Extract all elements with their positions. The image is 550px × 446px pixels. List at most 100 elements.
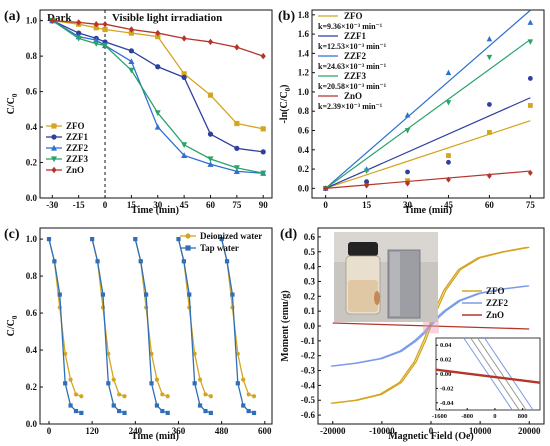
inset-x-tick-label: 800 (518, 413, 528, 420)
y-tick-label: -0.4 (301, 380, 316, 390)
data-point-zfo (260, 126, 266, 132)
data-point-zzf2 (181, 152, 188, 159)
data-point-zzf1 (155, 64, 161, 70)
y-tick-label: 0.5 (304, 247, 316, 257)
panel-c-xlabel: Time (min) (131, 431, 179, 442)
legend-label: ZZF3 (66, 154, 89, 164)
x-tick-label: 0 (429, 426, 434, 436)
y-tick-label: 0.4 (26, 122, 38, 132)
y-tick-label: 1.0 (26, 234, 38, 244)
series-line-zfo (52, 19, 264, 130)
data-point-zzf1 (527, 76, 533, 81)
data-point (181, 259, 186, 264)
data-point-zzf3 (363, 168, 370, 175)
legend-label: ZFO (344, 11, 363, 21)
y-tick-label: 1.0 (26, 16, 38, 26)
legend-label: Deionized water (200, 231, 262, 241)
x-tick-label: 600 (258, 426, 272, 436)
data-point-zfo (446, 153, 451, 158)
legend-label: ZFO (66, 121, 85, 131)
y-tick-label: 1.0 (298, 87, 310, 97)
data-point (133, 236, 138, 242)
data-point-zno (260, 52, 266, 60)
y-tick-label: 0.4 (304, 262, 316, 272)
y-tick-label: 0.2 (298, 164, 310, 174)
data-point-zzf1 (364, 179, 369, 185)
data-point (106, 381, 111, 386)
x-tick-label: 75 (526, 200, 536, 210)
x-tick-label: 60 (485, 200, 495, 210)
data-point (95, 259, 100, 264)
data-point (176, 236, 181, 242)
data-point-zfo (234, 120, 240, 127)
panel-d-ticks: -20000 -10000 0 10000 20000-0.6-0.5-0.4-0.3-… (301, 232, 541, 436)
y-tick-label: 0.2 (26, 382, 38, 392)
data-point (192, 351, 197, 356)
y-tick-label: 0.6 (26, 87, 38, 97)
data-point-zzf1 (487, 102, 492, 107)
x-tick-label: 240 (129, 426, 143, 436)
data-point (57, 292, 62, 297)
data-point (208, 410, 213, 416)
x-tick-label: 30 (403, 200, 413, 210)
data-point (117, 392, 122, 397)
x-tick-label: 480 (215, 426, 229, 436)
data-point-zno (527, 169, 533, 176)
data-point (117, 408, 122, 414)
data-point (230, 292, 235, 297)
x-tick-label: -30 (46, 200, 58, 210)
panel-d-legend: ZFO ZZF2 ZnO (462, 286, 509, 320)
legend-label: Tap water (200, 243, 239, 253)
legend-marker (51, 156, 57, 163)
legend-label: ZZF2 (344, 51, 367, 61)
data-point-zno (323, 185, 329, 192)
legend-rate-constant: k=9.36×10⁻³ min⁻¹ (318, 22, 383, 31)
y-tick-label: 0.0 (298, 183, 310, 193)
data-point (90, 236, 95, 242)
fit-line-zno (325, 170, 531, 189)
loop-branch-zno (332, 322, 530, 330)
data-point (111, 403, 116, 408)
y-tick-label: 0.6 (26, 308, 38, 318)
inset-x-tick-label: -800 (461, 413, 473, 420)
panel-b-ticks: 0 15 30 45 60 75 0.0 0.2 0.4 0.6 0.8 1.0 1.2 1.4 1.6 1.… (298, 10, 536, 210)
y-tick-label: -0.6 (301, 410, 316, 420)
y-tick-label: 0.8 (26, 51, 38, 61)
panel-c-plot (46, 236, 257, 416)
data-point (154, 403, 159, 408)
panel-b-xlabel: Time (min) (404, 205, 452, 216)
panel-b-ylabel: -ln(C/C0) (279, 84, 292, 123)
x-tick-label: -20000 (320, 426, 346, 436)
fit-line-zzf2 (325, 9, 531, 189)
data-point-zzf1 (128, 48, 134, 54)
panel-d-inset: -1600 -800 0 800 -0.04 -0.02 0.00 0.02 0.04 (432, 337, 541, 420)
data-point-zno (155, 29, 161, 37)
data-point-zzf2 (527, 19, 534, 25)
zoom-region-highlight (423, 318, 439, 334)
inset-zfo-curve (470, 337, 520, 411)
y-tick-label: 1.4 (298, 48, 310, 58)
legend-marker (51, 134, 57, 140)
y-tick-label: 1.2 (298, 68, 310, 78)
data-point-zno (487, 172, 492, 179)
y-tick-label: 0.1 (304, 306, 316, 316)
panel-d-ylabel: Moment (emu/g) (280, 290, 291, 361)
inset-y-tick-label: -0.02 (440, 385, 454, 392)
y-tick-label: 0.4 (26, 345, 38, 355)
y-tick-label: 0.2 (304, 291, 316, 301)
legend-marker (51, 166, 57, 174)
y-tick-label: 1.6 (298, 29, 310, 39)
data-point (241, 377, 246, 382)
x-tick-label: 30 (153, 200, 163, 210)
series-line-zno (52, 19, 264, 57)
data-point (165, 394, 170, 399)
series-line-zzf1 (52, 20, 264, 153)
data-point-zzf1 (260, 149, 266, 155)
data-point (219, 236, 224, 242)
x-tick-label: 0 (323, 200, 328, 210)
data-point-zno (102, 20, 108, 28)
legend-label: ZZF2 (486, 298, 509, 308)
data-point-zno (128, 26, 134, 33)
